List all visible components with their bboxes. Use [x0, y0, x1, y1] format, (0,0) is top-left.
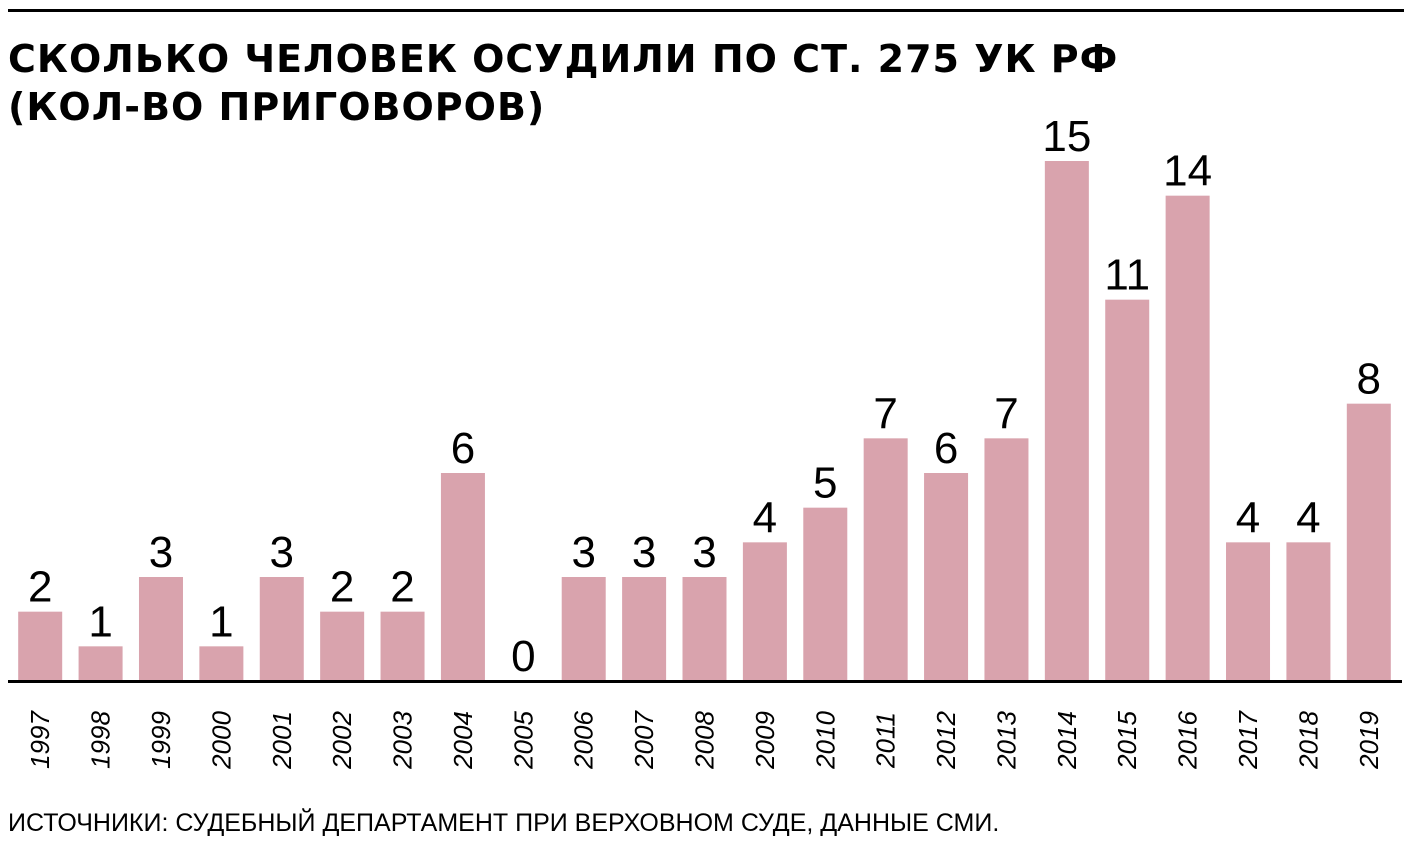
bar: [742, 542, 787, 681]
data-label: 6: [934, 424, 958, 473]
data-label: 6: [451, 424, 475, 473]
x-tick-label: 2017: [1233, 710, 1263, 770]
data-label: 8: [1357, 355, 1381, 404]
x-tick-label: 2019: [1354, 711, 1384, 770]
data-label: 0: [511, 632, 535, 681]
bar: [1226, 542, 1271, 681]
x-tick-label: 2005: [508, 711, 538, 770]
bar: [1044, 161, 1089, 681]
bar: [1286, 542, 1331, 681]
data-label: 2: [330, 563, 354, 612]
x-tick-label: 2015: [1112, 711, 1142, 770]
x-tick-label: 1998: [86, 711, 116, 769]
source: ИСТОЧНИКИ: СУДЕБНЫЙ ДЕПАРТАМЕНТ ПРИ ВЕРХ…: [8, 807, 999, 837]
bar: [863, 438, 908, 681]
bar: [984, 438, 1029, 681]
data-label: 3: [270, 528, 294, 577]
x-tick-label: 2000: [206, 711, 236, 770]
x-tick-label: 2001: [267, 711, 297, 770]
data-label: 7: [873, 389, 897, 438]
bar: [259, 577, 304, 681]
x-tick-label: 2004: [448, 711, 478, 770]
data-label: 15: [1042, 112, 1091, 161]
bar: [622, 577, 667, 681]
x-tick-label: 2013: [991, 711, 1021, 770]
data-label: 14: [1163, 147, 1212, 196]
bar: [380, 611, 425, 681]
bar: [78, 646, 123, 681]
x-tick-label: 2012: [931, 711, 961, 770]
bar: [561, 577, 606, 681]
bar: [138, 577, 183, 681]
bar: [320, 611, 365, 681]
x-tick-label: 2009: [750, 711, 780, 770]
x-tick-label: 2008: [690, 711, 720, 770]
x-tick-label: 1999: [146, 711, 176, 769]
bar: [1165, 195, 1210, 681]
data-label: 1: [209, 597, 233, 646]
data-label: 4: [1236, 493, 1260, 542]
bar: [440, 473, 485, 681]
x-tick-label: 2011: [871, 712, 901, 769]
x-tick-label: 1997: [25, 710, 55, 769]
chart-title: (КОЛ-ВО ПРИГОВОРОВ): [8, 85, 545, 129]
data-label: 4: [1296, 493, 1320, 542]
chart-title: СКОЛЬКО ЧЕЛОВЕК ОСУДИЛИ ПО СТ. 275 УК РФ: [8, 37, 1118, 81]
data-label: 1: [88, 597, 112, 646]
data-label: 11: [1104, 251, 1150, 300]
data-label: 3: [692, 528, 716, 577]
data-label: 5: [813, 459, 837, 508]
data-label: 3: [149, 528, 173, 577]
data-label: 3: [632, 528, 656, 577]
data-label: 7: [994, 389, 1018, 438]
x-tick-label: 2010: [810, 711, 840, 770]
x-tick-label: 2016: [1173, 711, 1203, 770]
data-label: 4: [753, 493, 777, 542]
x-tick-label: 2014: [1052, 711, 1082, 770]
data-label: 2: [28, 563, 52, 612]
bar: [1346, 403, 1391, 681]
data-label: 3: [571, 528, 595, 577]
top-rule: [8, 9, 1404, 12]
x-tick-label: 2007: [629, 710, 659, 770]
x-tick-label: 2003: [388, 711, 418, 770]
x-tick-label: 2018: [1293, 711, 1323, 770]
bar: [924, 473, 969, 681]
bar: [18, 611, 63, 681]
x-tick-label: 2002: [327, 711, 357, 770]
data-label: 2: [390, 563, 414, 612]
x-tick-label: 2006: [569, 711, 599, 770]
bar: [803, 507, 848, 681]
bar: [199, 646, 244, 681]
bar: [1105, 299, 1150, 681]
bar: [682, 577, 727, 681]
baseline: [8, 680, 1402, 683]
